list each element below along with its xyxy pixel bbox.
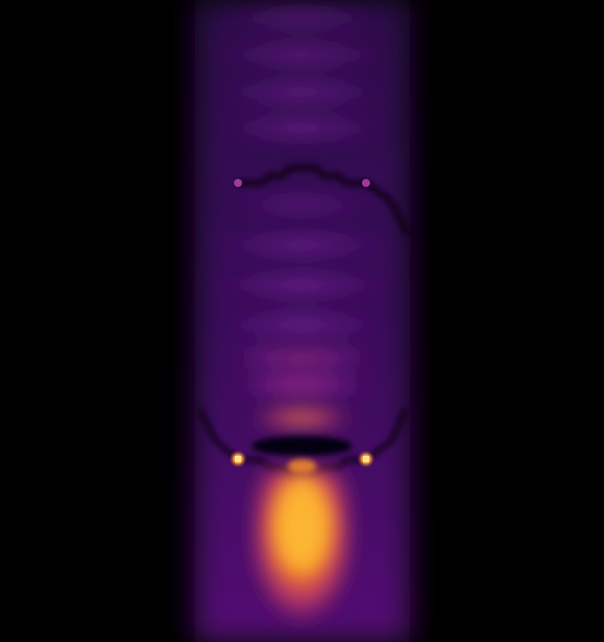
upper-left-node (234, 179, 242, 187)
source-tip (288, 459, 316, 473)
lower-left-bead-core (235, 456, 241, 462)
upper-fringe-bands (202, 4, 402, 143)
middle-fringe-bands (199, 193, 405, 432)
lower-right-bead-core (363, 456, 369, 462)
upper-right-node (362, 179, 370, 187)
hot-core (276, 477, 328, 573)
dark-node-band (252, 436, 352, 456)
upper-cavity-edge (238, 165, 411, 237)
